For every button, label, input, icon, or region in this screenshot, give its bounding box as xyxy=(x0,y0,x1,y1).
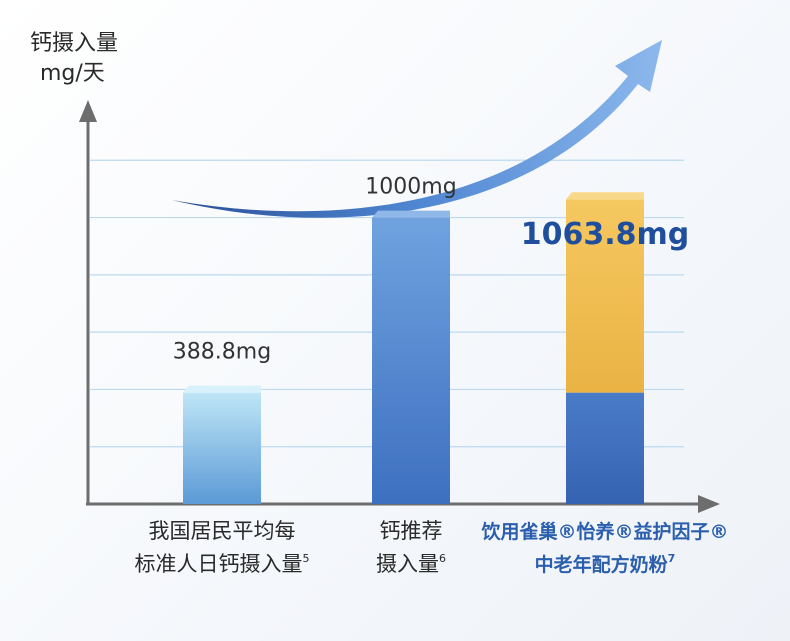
category-2-line-0: 饮用雀巢®怡养®益护因子® xyxy=(480,520,728,543)
bar-nestle-lower xyxy=(566,392,644,504)
bar-nestle-upper xyxy=(566,199,644,393)
category-1-line-0: 钙推荐 xyxy=(380,519,443,543)
bar-recommended xyxy=(372,217,450,505)
y-axis-label-line1: 钙摄入量 xyxy=(30,31,118,56)
footnote-marker-0: 5 xyxy=(303,552,310,565)
value-label-1: 1000mg xyxy=(365,175,456,200)
category-0-line-0: 我国居民平均每 xyxy=(149,519,296,543)
footnote-marker-2: 7 xyxy=(668,552,676,565)
category-2-line-1: 中老年配方奶粉7 xyxy=(535,552,676,576)
bar-national-average xyxy=(183,392,261,504)
value-labels: 388.8mg 1000mg 1063.8mg xyxy=(173,175,689,365)
y-axis-label-line2: mg/天 xyxy=(40,61,105,86)
y-axis-arrowhead xyxy=(79,100,97,122)
category-0-line-1: 标准人日钙摄入量5 xyxy=(135,552,310,576)
category-1-line-1: 摄入量6 xyxy=(376,552,446,576)
x-axis-arrowhead xyxy=(698,495,720,513)
footnote-marker-1: 6 xyxy=(439,552,446,565)
value-label-0: 388.8mg xyxy=(173,340,271,365)
value-label-2: 1063.8mg xyxy=(521,217,690,252)
bar-nestle-upper-cap xyxy=(566,192,644,200)
bars xyxy=(183,192,644,505)
bar-recommended-cap xyxy=(372,210,450,218)
bar-national-average-cap xyxy=(183,385,261,393)
